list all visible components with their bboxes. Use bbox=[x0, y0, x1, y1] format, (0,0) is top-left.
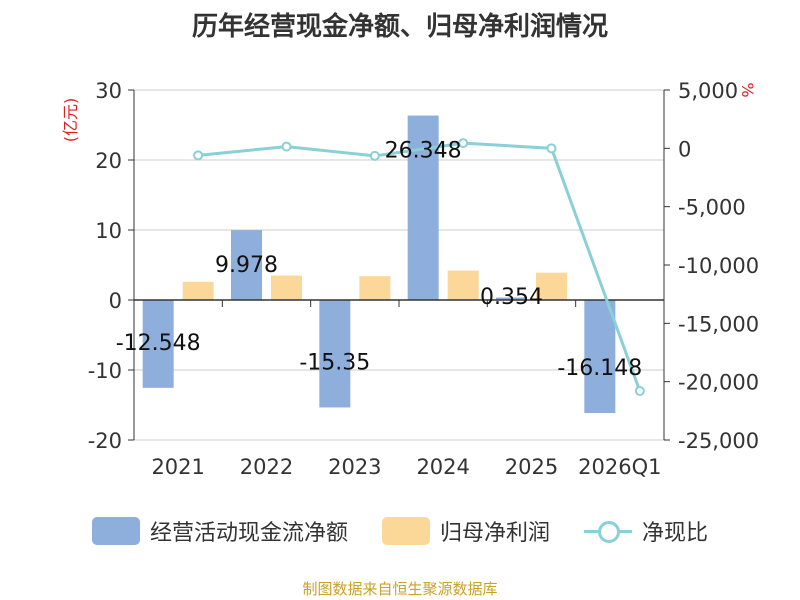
bar-cashflow bbox=[496, 297, 527, 300]
legend-label-cash-ratio: 净现比 bbox=[642, 521, 709, 546]
legend-item-cash-ratio[interactable]: 净现比 bbox=[584, 515, 708, 547]
category-label: 2025 bbox=[505, 455, 558, 479]
data-label-cashflow: 26.348 bbox=[385, 139, 462, 164]
category-label: 2023 bbox=[328, 455, 381, 479]
data-label-cashflow: -12.548 bbox=[116, 331, 201, 356]
left-tick-label: 30 bbox=[95, 79, 122, 103]
point-cash-ratio bbox=[634, 386, 645, 396]
data-label-cashflow: 0.354 bbox=[480, 285, 543, 310]
data-label-cashflow: 9.978 bbox=[215, 253, 278, 278]
bar-net-profit bbox=[359, 276, 391, 300]
left-tick-label: 0 bbox=[109, 289, 122, 313]
right-tick-label: -15,000 bbox=[678, 312, 759, 336]
right-tick-label: -20,000 bbox=[678, 371, 759, 395]
legend-swatch-cashflow bbox=[91, 517, 140, 545]
line-cash-ratio bbox=[198, 141, 642, 392]
bar-net-profit bbox=[271, 275, 302, 300]
category-label: 2021 bbox=[151, 455, 204, 479]
bar-net-profit bbox=[447, 270, 479, 300]
point-cash-ratio bbox=[369, 150, 380, 161]
point-cash-ratio bbox=[458, 138, 469, 149]
bar-cashflow bbox=[231, 230, 262, 300]
legend-item-cashflow[interactable]: 经营活动现金流净额 bbox=[91, 515, 348, 547]
point-cash-ratio bbox=[281, 141, 292, 152]
bar-cashflow bbox=[319, 300, 351, 408]
left-tick-label: 10 bbox=[95, 219, 122, 243]
category-label: 2024 bbox=[416, 455, 469, 479]
right-axis-unit: % bbox=[738, 82, 757, 97]
point-cash-ratio bbox=[193, 150, 204, 161]
bar-net-profit bbox=[536, 272, 567, 300]
right-tick-label: -25,000 bbox=[678, 429, 759, 453]
bar-net-profit bbox=[182, 281, 214, 300]
legend: 经营活动现金流净额 归母净利润 净现比 bbox=[0, 515, 800, 547]
category-label: 2022 bbox=[240, 455, 293, 479]
data-source-note: 制图数据来自恒生聚源数据库 bbox=[302, 580, 498, 598]
left-tick-label: -10 bbox=[88, 359, 122, 383]
category-label: 2026Q1 bbox=[578, 455, 661, 479]
right-tick-label: 0 bbox=[678, 137, 691, 161]
left-tick-label: -20 bbox=[88, 429, 122, 453]
bar-cashflow bbox=[584, 300, 616, 414]
data-label-cashflow: -16.148 bbox=[557, 356, 642, 381]
bar-cashflow bbox=[142, 300, 174, 388]
legend-label-net-profit: 归母净利润 bbox=[439, 521, 550, 546]
left-axis-unit: (亿元) bbox=[61, 98, 80, 143]
chart-title: 历年经营现金净额、归母净利润情况 bbox=[191, 12, 608, 42]
right-tick-label: 5,000 bbox=[678, 79, 738, 103]
data-label-cashflow: -15.35 bbox=[299, 350, 370, 375]
legend-line-cash-ratio bbox=[584, 517, 632, 545]
left-tick-label: 20 bbox=[95, 149, 122, 173]
right-tick-label: -10,000 bbox=[678, 254, 759, 278]
legend-label-cashflow: 经营活动现金流净额 bbox=[149, 521, 348, 546]
legend-swatch-net-profit bbox=[381, 517, 430, 545]
right-tick-label: -5,000 bbox=[678, 196, 746, 220]
point-cash-ratio bbox=[546, 143, 557, 154]
legend-item-net-profit[interactable]: 归母净利润 bbox=[381, 515, 550, 547]
